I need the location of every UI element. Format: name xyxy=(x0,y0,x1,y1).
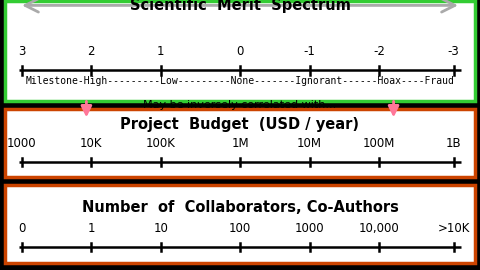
Text: 1M: 1M xyxy=(231,137,249,150)
Text: 1B: 1B xyxy=(446,137,461,150)
Text: Milestone-High---------Low---------None-------Ignorant------Hoax----Fraud: Milestone-High---------Low---------None-… xyxy=(25,76,455,86)
Text: 10,000: 10,000 xyxy=(359,222,399,235)
Text: 0: 0 xyxy=(236,45,244,58)
Text: 0: 0 xyxy=(18,222,25,235)
Text: >10K: >10K xyxy=(437,222,470,235)
FancyBboxPatch shape xyxy=(5,1,475,101)
FancyBboxPatch shape xyxy=(5,109,475,177)
Text: 100K: 100K xyxy=(146,137,176,150)
Text: 1000: 1000 xyxy=(295,222,324,235)
Text: 10K: 10K xyxy=(80,137,102,150)
Text: -1: -1 xyxy=(304,45,315,58)
Text: 1: 1 xyxy=(157,45,165,58)
Text: 3: 3 xyxy=(18,45,25,58)
Text: -2: -2 xyxy=(373,45,385,58)
Text: 100: 100 xyxy=(229,222,251,235)
Text: -3: -3 xyxy=(448,45,459,58)
Text: 10M: 10M xyxy=(297,137,322,150)
FancyBboxPatch shape xyxy=(5,185,475,263)
Text: 1000: 1000 xyxy=(7,137,36,150)
Text: 100M: 100M xyxy=(363,137,396,150)
Text: Scientific  Merit  Spectrum: Scientific Merit Spectrum xyxy=(130,0,350,13)
Text: 2: 2 xyxy=(87,45,95,58)
Text: Number  of  Collaborators, Co-Authors: Number of Collaborators, Co-Authors xyxy=(82,200,398,215)
Text: 1: 1 xyxy=(87,222,95,235)
Text: Project  Budget  (USD / year): Project Budget (USD / year) xyxy=(120,117,360,132)
Text: May be inversely correlated with...: May be inversely correlated with... xyxy=(144,100,336,110)
Text: 10: 10 xyxy=(154,222,168,235)
